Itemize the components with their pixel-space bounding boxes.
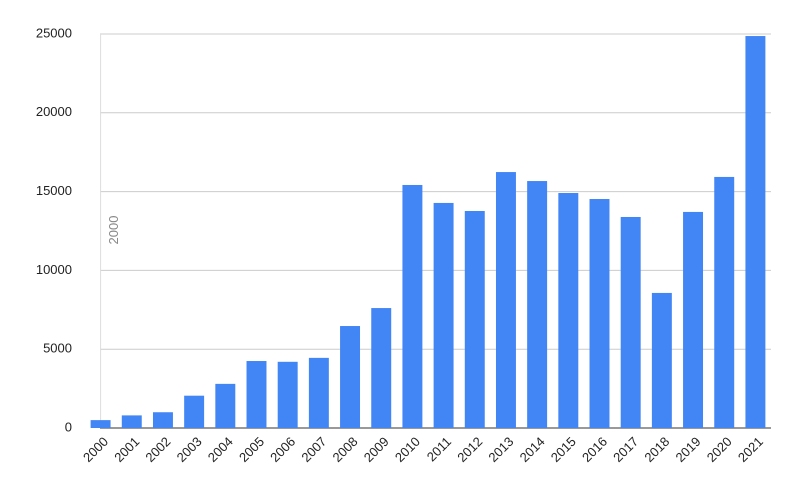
bar <box>121 415 142 428</box>
x-tick-label: 2003 <box>174 434 205 465</box>
bar <box>495 172 516 428</box>
bar <box>683 211 704 428</box>
y-tick-label: 5000 <box>43 341 72 356</box>
x-tick-label: 2006 <box>267 434 298 465</box>
y-tick-label: 20000 <box>36 104 72 119</box>
bar <box>308 357 329 428</box>
x-tick-label: 2019 <box>673 434 704 465</box>
bar <box>558 193 579 428</box>
bar <box>277 361 298 428</box>
annotation-label: 2000 <box>106 216 121 245</box>
x-tick-label: 2005 <box>236 434 267 465</box>
bar <box>340 326 361 428</box>
bar <box>433 202 454 428</box>
x-tick-label: 2008 <box>330 434 361 465</box>
y-tick-label: 25000 <box>36 25 72 40</box>
x-tick-label: 2021 <box>735 434 766 465</box>
bar <box>152 412 173 428</box>
x-tick-label: 2007 <box>298 434 329 465</box>
bar <box>402 184 423 428</box>
x-tick-label: 2011 <box>424 434 454 464</box>
x-tick-label: 2016 <box>579 434 610 465</box>
bar <box>246 361 267 428</box>
bar <box>745 36 766 429</box>
y-tick-label: 15000 <box>36 183 72 198</box>
bar <box>90 420 111 428</box>
x-tick-label: 2015 <box>548 434 579 465</box>
x-tick-label: 2014 <box>517 434 548 465</box>
x-tick-label: 2000 <box>80 434 111 465</box>
bar <box>464 210 485 428</box>
x-tick-label: 2009 <box>361 434 392 465</box>
bar <box>184 395 205 428</box>
bar <box>651 292 672 428</box>
x-tick-label: 2010 <box>392 434 423 465</box>
y-tick-label: 0 <box>65 419 72 434</box>
x-tick-label: 2001 <box>111 434 142 465</box>
x-tick-label: 2018 <box>641 434 672 465</box>
bar <box>620 216 641 428</box>
bar <box>527 181 548 428</box>
x-tick-label: 2012 <box>454 434 485 465</box>
y-tick-label: 10000 <box>36 262 72 277</box>
x-tick-label: 2002 <box>142 434 173 465</box>
x-tick-label: 2020 <box>704 434 735 465</box>
bar <box>714 176 735 428</box>
x-tick-label: 2013 <box>485 434 516 465</box>
bar <box>371 308 392 428</box>
bar <box>215 383 236 428</box>
x-tick-label: 2004 <box>205 434 236 465</box>
bar <box>589 199 610 428</box>
x-tick-label: 2017 <box>610 434 641 465</box>
